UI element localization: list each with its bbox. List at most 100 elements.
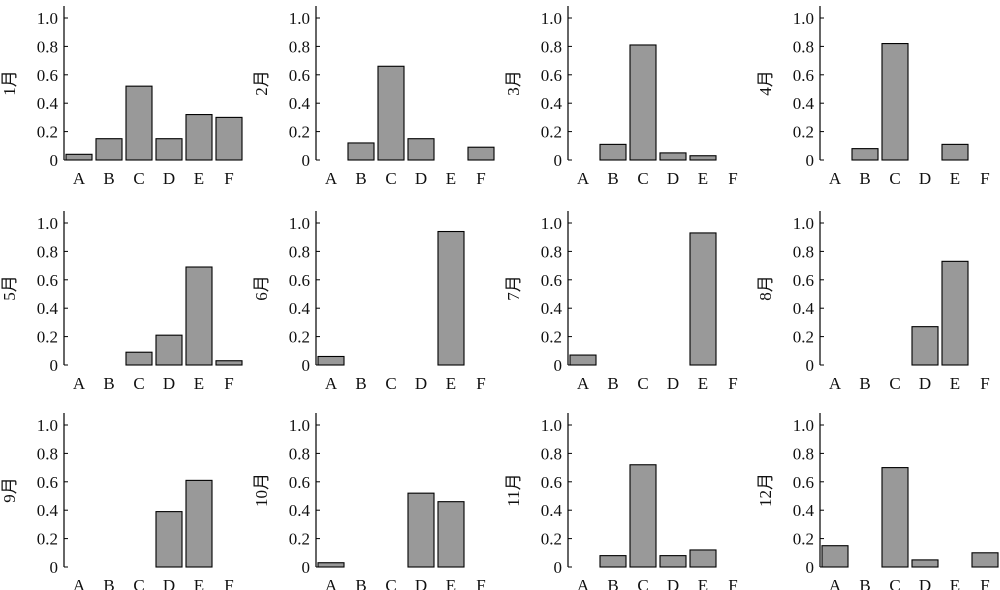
y-tick-label: 0.4 <box>793 94 815 113</box>
y-tick-label: 0.4 <box>37 501 59 520</box>
bar-E <box>437 230 465 366</box>
y-axis-title: 4月 <box>756 70 775 96</box>
y-tick-label: 0.4 <box>793 501 815 520</box>
y-axis-title: 9月 <box>0 477 19 503</box>
x-tick-label: A <box>325 374 338 393</box>
y-axis-title: 2月 <box>252 70 271 96</box>
x-tick-label: E <box>446 169 456 188</box>
bar-C <box>881 43 909 161</box>
x-tick-label: A <box>829 576 842 590</box>
x-tick-label: C <box>133 576 144 590</box>
x-tick-label: D <box>919 576 931 590</box>
y-tick-label: 0 <box>50 558 59 577</box>
x-tick-label: C <box>889 374 900 393</box>
y-axis-title: 5月 <box>0 275 19 301</box>
x-tick-label: E <box>950 576 960 590</box>
y-tick-label: 0.2 <box>37 530 58 549</box>
x-tick-label: C <box>637 169 648 188</box>
bar-A <box>65 153 93 161</box>
chart-panel-3: 0 0.2 0.4 0.6 0.8 1.0 3月 A B C D E F <box>504 6 738 188</box>
y-tick-label: 0.6 <box>289 473 310 492</box>
x-tick-label: D <box>919 169 931 188</box>
x-tick-label: F <box>980 374 989 393</box>
x-tick-label: B <box>607 169 618 188</box>
y-tick-label: 0.2 <box>289 530 310 549</box>
x-tick-label: E <box>698 374 708 393</box>
y-tick-label: 0.4 <box>37 299 59 318</box>
chart-panel-2: 0 0.2 0.4 0.6 0.8 1.0 2月 A B C D E F <box>252 6 495 188</box>
y-tick-label: 0.2 <box>289 328 310 347</box>
y-tick-label: 0.4 <box>289 299 311 318</box>
y-tick-label: 0.6 <box>541 271 562 290</box>
y-tick-label: 0 <box>554 558 563 577</box>
y-tick-label: 1.0 <box>289 9 310 28</box>
x-tick-label: A <box>577 374 590 393</box>
y-axis-title: 11月 <box>504 473 523 506</box>
x-tick-label: A <box>73 576 86 590</box>
chart-panel-12: 0 0.2 0.4 0.6 0.8 1.0 12月 A B C D E F <box>756 413 999 590</box>
y-tick-label: 0 <box>806 151 815 170</box>
y-tick-label: 0.8 <box>289 444 310 463</box>
y-axis-title: 8月 <box>756 275 775 301</box>
y-axis-title: 3月 <box>504 70 523 96</box>
bar-E <box>689 549 717 568</box>
bar-A <box>317 355 345 366</box>
y-tick-label: 0.6 <box>793 473 814 492</box>
y-tick-label: 0 <box>806 356 815 375</box>
y-tick-label: 0.6 <box>37 473 58 492</box>
y-tick-label: 0.4 <box>793 299 815 318</box>
x-tick-label: A <box>577 576 590 590</box>
chart-panel-10: 0 0.2 0.4 0.6 0.8 1.0 10月 A B C D E F <box>252 413 486 590</box>
chart-panel-8: 0 0.2 0.4 0.6 0.8 1.0 8月 A B C D E F <box>756 211 990 393</box>
x-tick-label: F <box>728 169 737 188</box>
x-tick-label: F <box>224 576 233 590</box>
x-tick-label: D <box>163 374 175 393</box>
y-tick-label: 0.2 <box>37 328 58 347</box>
bar-B <box>599 555 627 568</box>
y-tick-label: 0.4 <box>37 94 59 113</box>
y-tick-label: 0.8 <box>793 37 814 56</box>
x-tick-label: B <box>859 374 870 393</box>
y-tick-label: 0.8 <box>289 242 310 261</box>
y-tick-label: 0.6 <box>37 66 58 85</box>
y-tick-label: 0.8 <box>793 444 814 463</box>
x-tick-label: A <box>73 374 86 393</box>
x-tick-label: F <box>476 576 485 590</box>
y-axis-title: 7月 <box>504 275 523 301</box>
x-tick-label: E <box>194 169 204 188</box>
x-tick-label: B <box>355 169 366 188</box>
x-tick-label: D <box>667 374 679 393</box>
chart-panel-6: 0 0.2 0.4 0.6 0.8 1.0 6月 A B C D E F <box>252 211 486 393</box>
bar-F <box>215 360 243 366</box>
x-tick-label: B <box>103 374 114 393</box>
y-tick-label: 0.2 <box>793 328 814 347</box>
bar-C <box>881 467 909 568</box>
x-tick-label: A <box>325 169 338 188</box>
bar-C <box>377 65 405 161</box>
bar-E <box>185 266 213 366</box>
x-tick-label: F <box>980 576 989 590</box>
bar-C <box>629 44 657 161</box>
y-axis-title: 6月 <box>252 275 271 301</box>
y-tick-label: 1.0 <box>289 416 310 435</box>
x-tick-label: D <box>667 169 679 188</box>
y-tick-label: 0.4 <box>289 501 311 520</box>
x-tick-label: A <box>73 169 86 188</box>
chart-panel-7: 0 0.2 0.4 0.6 0.8 1.0 7月 A B C D E F <box>504 211 738 393</box>
bar-C <box>125 85 153 161</box>
y-tick-label: 0.6 <box>541 473 562 492</box>
y-tick-label: 0.4 <box>541 94 563 113</box>
y-tick-label: 0.8 <box>541 242 562 261</box>
y-tick-label: 0.8 <box>541 37 562 56</box>
y-tick-label: 1.0 <box>37 416 58 435</box>
bar-B <box>347 142 375 161</box>
x-tick-label: D <box>667 576 679 590</box>
chart-panel-5: 0 0.2 0.4 0.6 0.8 1.0 5月 A B C D E F <box>0 211 243 393</box>
y-tick-label: 1.0 <box>289 214 310 233</box>
bar-B <box>599 143 627 161</box>
y-tick-label: 0.2 <box>541 530 562 549</box>
x-tick-label: F <box>476 374 485 393</box>
x-tick-label: E <box>446 374 456 393</box>
y-tick-label: 0 <box>302 558 311 577</box>
